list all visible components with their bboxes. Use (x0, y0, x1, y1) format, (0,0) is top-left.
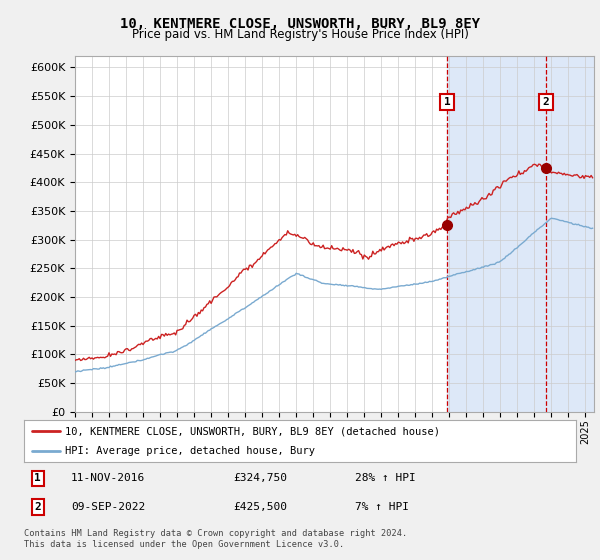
Text: 1: 1 (34, 473, 41, 483)
Text: 09-SEP-2022: 09-SEP-2022 (71, 502, 145, 512)
Text: 7% ↑ HPI: 7% ↑ HPI (355, 502, 409, 512)
Bar (447, 56, 546, 412)
Text: £324,750: £324,750 (234, 473, 288, 483)
Text: 28% ↑ HPI: 28% ↑ HPI (355, 473, 416, 483)
Text: 10, KENTMERE CLOSE, UNSWORTH, BURY, BL9 8EY (detached house): 10, KENTMERE CLOSE, UNSWORTH, BURY, BL9 … (65, 426, 440, 436)
Text: HPI: Average price, detached house, Bury: HPI: Average price, detached house, Bury (65, 446, 316, 456)
Text: 2: 2 (543, 97, 550, 107)
Text: 1: 1 (444, 97, 451, 107)
Text: 10, KENTMERE CLOSE, UNSWORTH, BURY, BL9 8EY: 10, KENTMERE CLOSE, UNSWORTH, BURY, BL9 … (120, 17, 480, 31)
Text: Price paid vs. HM Land Registry's House Price Index (HPI): Price paid vs. HM Land Registry's House … (131, 28, 469, 41)
Text: 11-NOV-2016: 11-NOV-2016 (71, 473, 145, 483)
Text: £425,500: £425,500 (234, 502, 288, 512)
Text: Contains HM Land Registry data © Crown copyright and database right 2024.
This d: Contains HM Land Registry data © Crown c… (24, 529, 407, 549)
Bar (546, 56, 594, 412)
Text: 2: 2 (34, 502, 41, 512)
